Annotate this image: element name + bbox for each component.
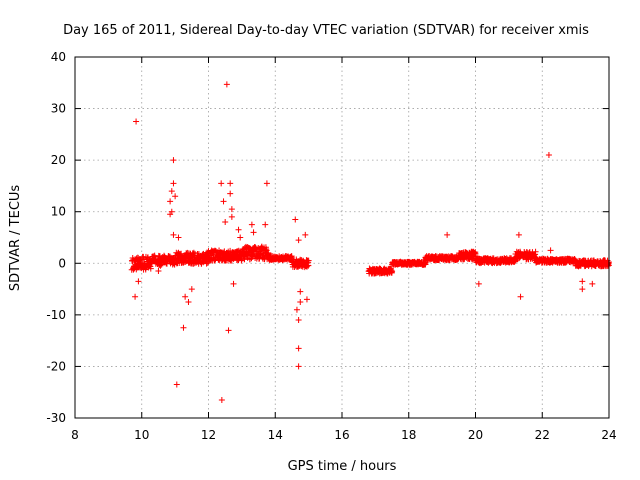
x-tick-label: 24 [601,428,616,442]
data-point [185,298,192,305]
data-point [147,265,154,272]
data-point [303,296,310,303]
data-point [547,247,554,254]
data-point [133,118,140,125]
y-tick-label: 10 [51,205,66,219]
data-point [295,317,302,324]
x-tick-label: 22 [535,428,550,442]
x-tick-labels: 8 10 12 14 16 18 20 22 24 [71,428,616,442]
data-point [422,261,429,268]
x-tick-label: 18 [401,428,416,442]
data-point [132,293,139,300]
x-tick-label: 12 [201,428,216,442]
data-point [297,298,304,305]
y-tick-label: -10 [46,308,66,322]
x-tick-label: 16 [334,428,349,442]
data-point [532,248,539,255]
x-axis-title: GPS time / hours [288,459,397,474]
data-point [248,221,255,228]
data-point [175,234,182,241]
grid-lines [75,57,609,418]
data-point [170,231,177,238]
data-point [180,324,187,331]
y-tick-label: 20 [51,153,66,167]
x-tick-label: 20 [468,428,483,442]
x-tick-label: 14 [268,428,283,442]
data-point [173,381,180,388]
data-point [589,280,596,287]
data-point [228,213,235,220]
y-tick-label: -20 [46,359,66,373]
x-tick-label: 8 [71,428,79,442]
data-point [389,268,396,275]
data-point [295,237,302,244]
data-point [263,180,270,187]
data-point [230,280,237,287]
data-point [444,231,451,238]
y-tick-label: -30 [46,411,66,425]
data-point [297,288,304,295]
data-point [295,345,302,352]
y-axis-title: SDTVAR / TECUs [8,185,23,292]
data-point [292,216,299,223]
data-point [295,363,302,370]
data-point [167,198,174,205]
data-point [170,180,177,187]
data-point [227,190,234,197]
data-point [475,280,482,287]
data-point [237,234,244,241]
y-tick-label: 0 [58,256,66,270]
data-point [225,327,232,334]
data-point [172,193,179,200]
data-point [218,180,225,187]
y-tick-label: 30 [51,102,66,116]
data-point [223,81,230,88]
data-point [182,293,189,300]
data-point [579,286,586,293]
data-point [227,180,234,187]
data-point [188,286,195,293]
data-point [220,198,227,205]
data-point [545,151,552,158]
data-points [128,81,612,403]
y-tick-labels: -30 -20 -10 0 10 20 30 40 [46,50,66,425]
data-point [515,231,522,238]
data-point [155,268,162,275]
data-point [247,255,254,262]
data-point [472,250,479,257]
data-point [517,293,524,300]
data-point [293,306,300,313]
data-point [235,226,242,233]
chart-title: Day 165 of 2011, Sidereal Day-to-day VTE… [63,23,589,38]
plot-frame [74,56,610,419]
y-tick-label: 40 [51,50,66,64]
data-point [135,278,142,285]
data-point [302,231,309,238]
data-point [250,229,257,236]
data-point [184,249,191,256]
data-point [178,250,185,257]
data-point [167,211,174,218]
data-point [218,396,225,403]
data-point [222,219,229,226]
data-point [305,257,312,264]
data-point [168,188,175,195]
data-point [579,278,586,285]
data-point [228,206,235,213]
x-tick-label: 10 [134,428,149,442]
data-point [170,157,177,164]
data-point [262,221,269,228]
